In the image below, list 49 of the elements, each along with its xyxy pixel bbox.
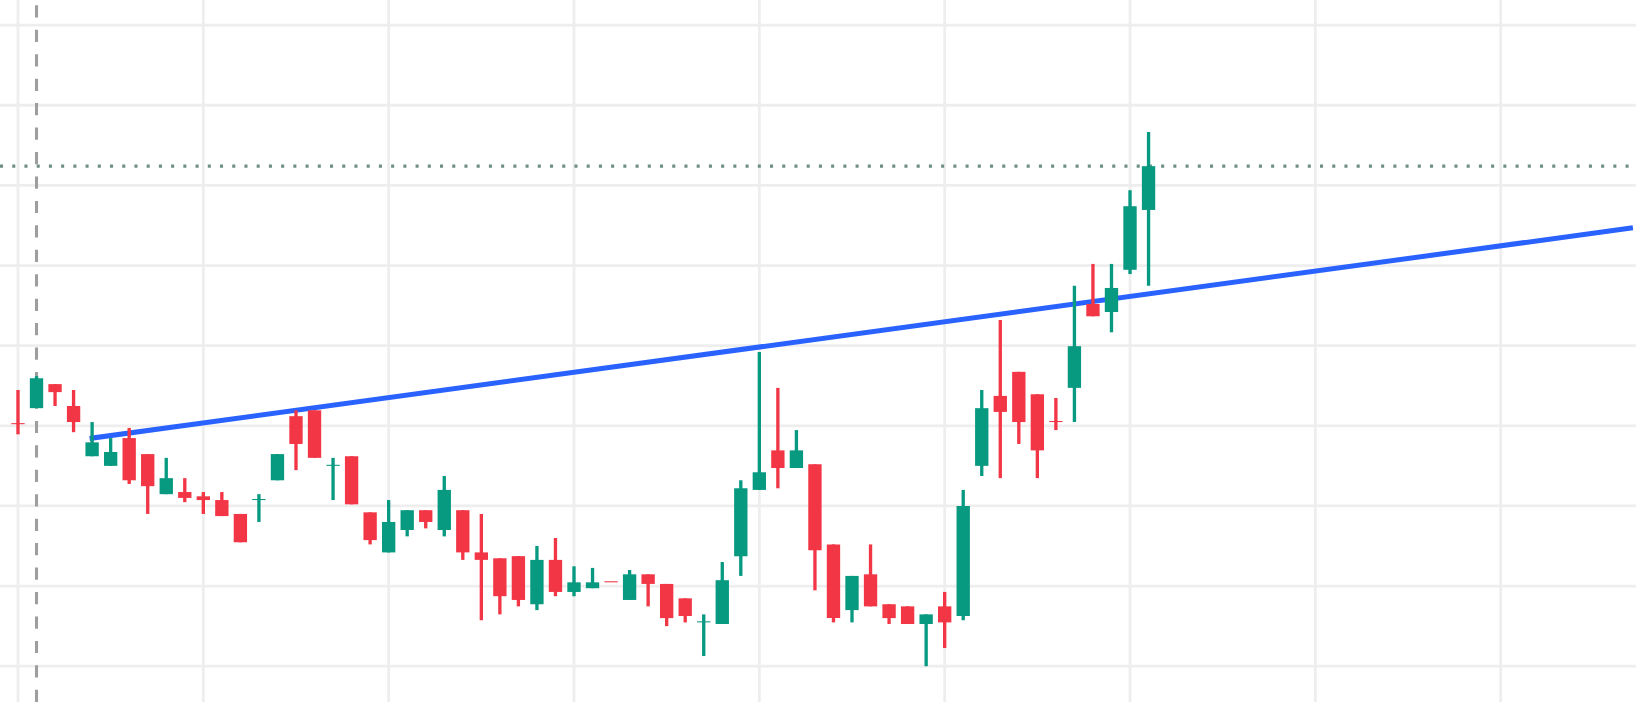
candlestick [493, 556, 507, 617]
candlestick [474, 512, 488, 622]
candlestick [419, 508, 433, 531]
candlestick [1141, 130, 1156, 288]
candlestick [641, 572, 655, 609]
candlestick [697, 612, 711, 658]
candlestick [437, 474, 451, 539]
candlestick [307, 408, 322, 460]
candlestick [1086, 262, 1100, 318]
candlestick [326, 456, 340, 502]
candlestick [511, 554, 526, 609]
candlestick [289, 408, 303, 472]
candlestick [400, 508, 414, 539]
candlestick [993, 318, 1007, 480]
candlestick [678, 596, 692, 625]
candlestick [1049, 396, 1063, 432]
candlestick [1104, 262, 1119, 334]
candlestick [789, 428, 804, 470]
candlestick [11, 388, 25, 437]
candlestick [178, 476, 192, 504]
candlestick [85, 420, 99, 458]
candlestick [882, 602, 896, 626]
candlestick [215, 490, 229, 518]
candlestick [530, 544, 544, 612]
candlestick [270, 452, 285, 482]
candlestick [863, 542, 878, 609]
candlestick [845, 574, 859, 625]
candlestick [363, 510, 377, 547]
candlestick [66, 388, 81, 434]
candlestick [122, 426, 136, 486]
candlestick [29, 374, 44, 410]
candlestick [103, 436, 118, 468]
candlestick [771, 386, 785, 490]
candlestick [919, 612, 933, 668]
candlestick [141, 452, 155, 516]
candlestick [938, 590, 952, 650]
candlestick [752, 350, 767, 492]
candlestick [622, 568, 637, 602]
candlestick [196, 490, 210, 516]
candlestick [548, 536, 563, 598]
candlestick [715, 560, 729, 626]
candlestick [1067, 284, 1082, 424]
candlestick [48, 382, 62, 408]
candlestick [252, 492, 266, 524]
candlestick [567, 564, 581, 598]
candlestick [381, 498, 396, 555]
candlestick [660, 582, 674, 628]
candlestick [456, 508, 470, 562]
candlestick [159, 456, 173, 496]
